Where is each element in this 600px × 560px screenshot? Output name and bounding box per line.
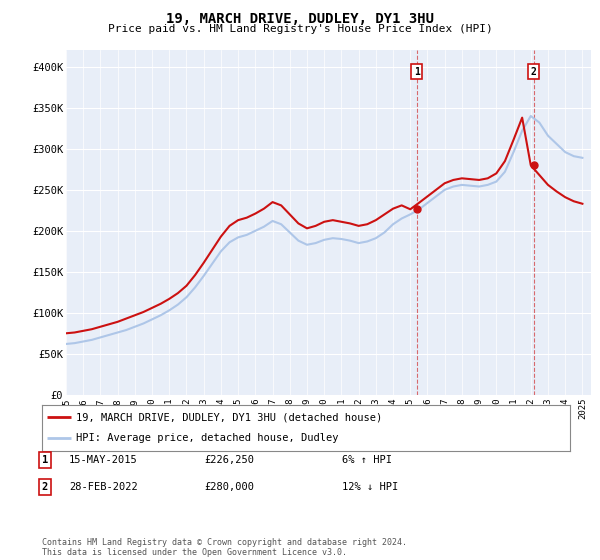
Text: Contains HM Land Registry data © Crown copyright and database right 2024.
This d: Contains HM Land Registry data © Crown c…: [42, 538, 407, 557]
Text: 1: 1: [413, 67, 419, 77]
Text: 19, MARCH DRIVE, DUDLEY, DY1 3HU (detached house): 19, MARCH DRIVE, DUDLEY, DY1 3HU (detach…: [76, 412, 383, 422]
Text: 1: 1: [42, 455, 48, 465]
Text: £226,250: £226,250: [204, 455, 254, 465]
Text: 6% ↑ HPI: 6% ↑ HPI: [342, 455, 392, 465]
Text: £280,000: £280,000: [204, 482, 254, 492]
Text: 19, MARCH DRIVE, DUDLEY, DY1 3HU: 19, MARCH DRIVE, DUDLEY, DY1 3HU: [166, 12, 434, 26]
Text: 15-MAY-2015: 15-MAY-2015: [69, 455, 138, 465]
Text: 28-FEB-2022: 28-FEB-2022: [69, 482, 138, 492]
Text: HPI: Average price, detached house, Dudley: HPI: Average price, detached house, Dudl…: [76, 433, 339, 444]
Text: 12% ↓ HPI: 12% ↓ HPI: [342, 482, 398, 492]
Text: Price paid vs. HM Land Registry's House Price Index (HPI): Price paid vs. HM Land Registry's House …: [107, 24, 493, 34]
Text: 2: 2: [530, 67, 536, 77]
Text: 2: 2: [42, 482, 48, 492]
